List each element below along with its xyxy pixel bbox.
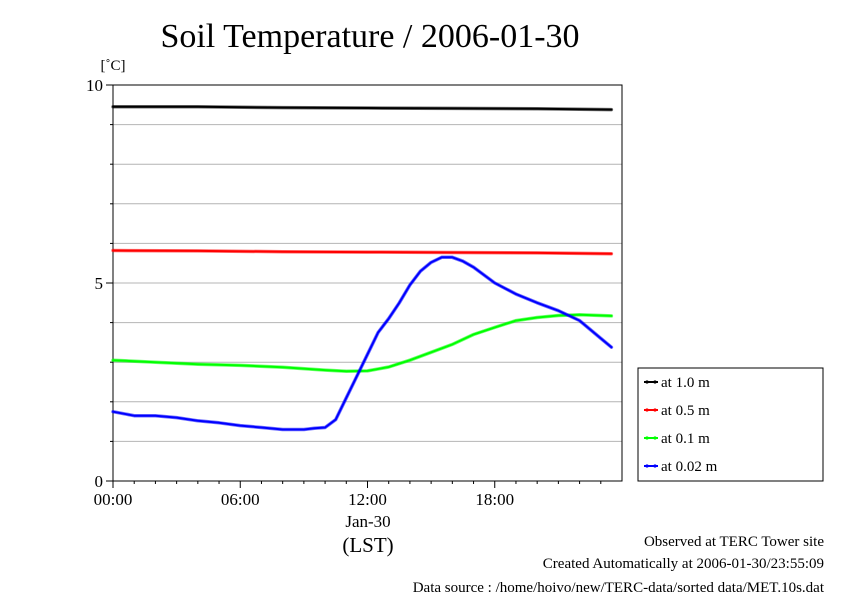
series-line [112,249,613,255]
y-tick-label: 0 [95,472,104,491]
x-tick-label: 18:00 [475,490,514,509]
legend-marker [653,380,657,384]
y-tick-label: 5 [95,274,104,293]
legend-marker [653,408,657,412]
x-tick-label: 06:00 [221,490,260,509]
footer-created: Created Automatically at 2006-01-30/23:5… [542,556,824,572]
legend-label: at 0.1 m [661,431,710,447]
legend-label: at 0.02 m [661,459,718,475]
y-axis: 0 5 10 [86,76,113,491]
x-tick-label: 00:00 [94,490,133,509]
footer-source: Data source : /home/hoivo/new/TERC-data/… [412,580,824,596]
series-line [112,256,613,431]
legend-label: at 1.0 m [661,375,710,391]
x-tick-label: 12:00 [348,490,387,509]
legend-marker [645,436,649,440]
series-lines [111,105,614,432]
legend-marker [653,464,657,468]
x-axis: 00:00 06:00 12:00 18:00 [94,481,602,509]
series-line [112,105,613,111]
legend-marker [645,380,649,384]
legend-marker [645,464,649,468]
x-axis-date-label: Jan-30 [345,512,390,531]
legend: at 1.0 m at 0.5 m at 0.1 m at 0.02 m [637,367,824,482]
legend-label: at 0.5 m [661,403,710,419]
legend-marker [645,408,649,412]
chart-title: Soil Temperature / 2006-01-30 [160,18,579,55]
legend-box [637,367,824,482]
series-line [112,313,613,373]
footer-site: Observed at TERC Tower site [643,534,824,550]
legend-marker [653,436,657,440]
y-tick-label: 10 [86,76,103,95]
grid-lines [113,124,622,442]
x-axis-zone-label: (LST) [342,533,393,557]
y-axis-unit: [˚C] [101,58,126,74]
